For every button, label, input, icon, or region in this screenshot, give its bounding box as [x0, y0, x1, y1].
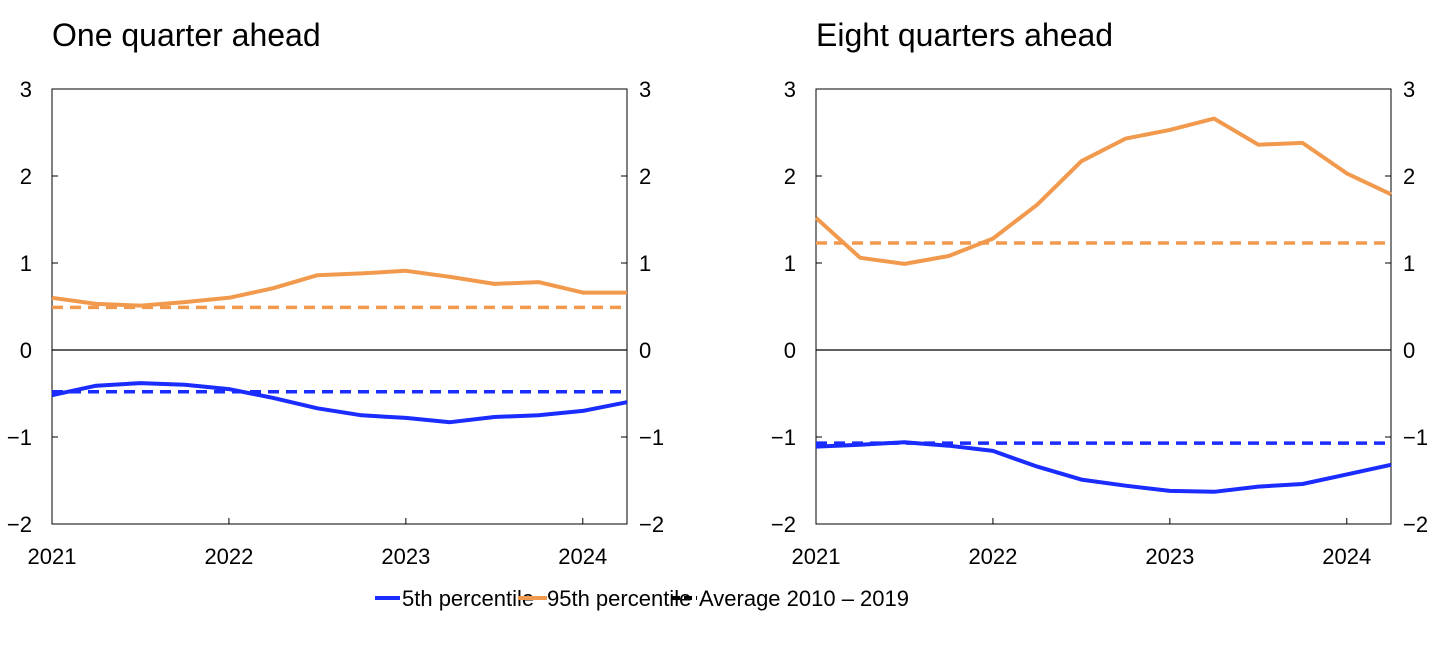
x-tick-label: 2022 — [204, 544, 253, 569]
y-tick-label-left: −1 — [7, 425, 32, 450]
y-tick-label-left: −1 — [771, 425, 796, 450]
x-tick-label: 2024 — [1322, 544, 1371, 569]
y-tick-label-left: −2 — [7, 512, 32, 537]
x-tick-label: 2023 — [381, 544, 430, 569]
y-tick-label-right: 2 — [1403, 164, 1415, 189]
y-tick-label-right: 3 — [639, 77, 651, 102]
y-tick-label-left: 0 — [784, 338, 796, 363]
series-line-5th-percentile — [815, 440, 1392, 494]
x-tick-label: 2023 — [1145, 544, 1194, 569]
y-tick-label-left: 2 — [784, 164, 796, 189]
y-tick-label-left: 0 — [20, 338, 32, 363]
series-line-95th-percentile — [51, 268, 627, 308]
y-tick-label-right: −2 — [1403, 512, 1428, 537]
series-line-5th-percentile — [51, 381, 628, 425]
plot-frame — [815, 88, 1392, 525]
x-tick-label: 2024 — [558, 544, 607, 569]
y-tick-label-right: 2 — [639, 164, 651, 189]
y-tick-label-right: −2 — [639, 512, 664, 537]
y-tick-label-left: 1 — [784, 251, 796, 276]
y-tick-label-right: −1 — [1403, 425, 1428, 450]
chart-title: One quarter ahead — [52, 17, 321, 53]
y-tick-label-right: 0 — [1403, 338, 1415, 363]
y-tick-label-right: 1 — [639, 251, 651, 276]
legend-label-average: Average 2010 – 2019 — [699, 586, 909, 611]
series-line-95th-percentile — [814, 116, 1392, 266]
y-tick-label-right: −1 — [639, 425, 664, 450]
y-tick-label-left: 2 — [20, 164, 32, 189]
y-tick-label-right: 1 — [1403, 251, 1415, 276]
legend-label-5th: 5th percentile — [402, 586, 534, 611]
x-tick-label: 2022 — [968, 544, 1017, 569]
chart-title: Eight quarters ahead — [816, 17, 1113, 53]
x-tick-label: 2021 — [792, 544, 841, 569]
y-tick-label-left: 3 — [784, 77, 796, 102]
y-tick-label-right: 0 — [639, 338, 651, 363]
y-tick-label-left: −2 — [771, 512, 796, 537]
legend-label-95th: 95th percentile — [547, 586, 691, 611]
chart-one-quarter-ahead: One quarter ahead 3 3 2 2 1 1 0 0 −1 −1 −2 −2 2021 20… — [7, 17, 664, 569]
legend: 5th percentile 95th percentile Average 2… — [375, 586, 909, 611]
y-tick-label-left: 3 — [20, 77, 32, 102]
y-tick-label-left: 1 — [20, 251, 32, 276]
chart-eight-quarters-ahead: Eight quarters ahead 3 3 2 2 1 1 0 0 −1 −1 −2 −2 202… — [771, 17, 1428, 569]
x-tick-label: 2021 — [28, 544, 77, 569]
y-tick-label-right: 3 — [1403, 77, 1415, 102]
